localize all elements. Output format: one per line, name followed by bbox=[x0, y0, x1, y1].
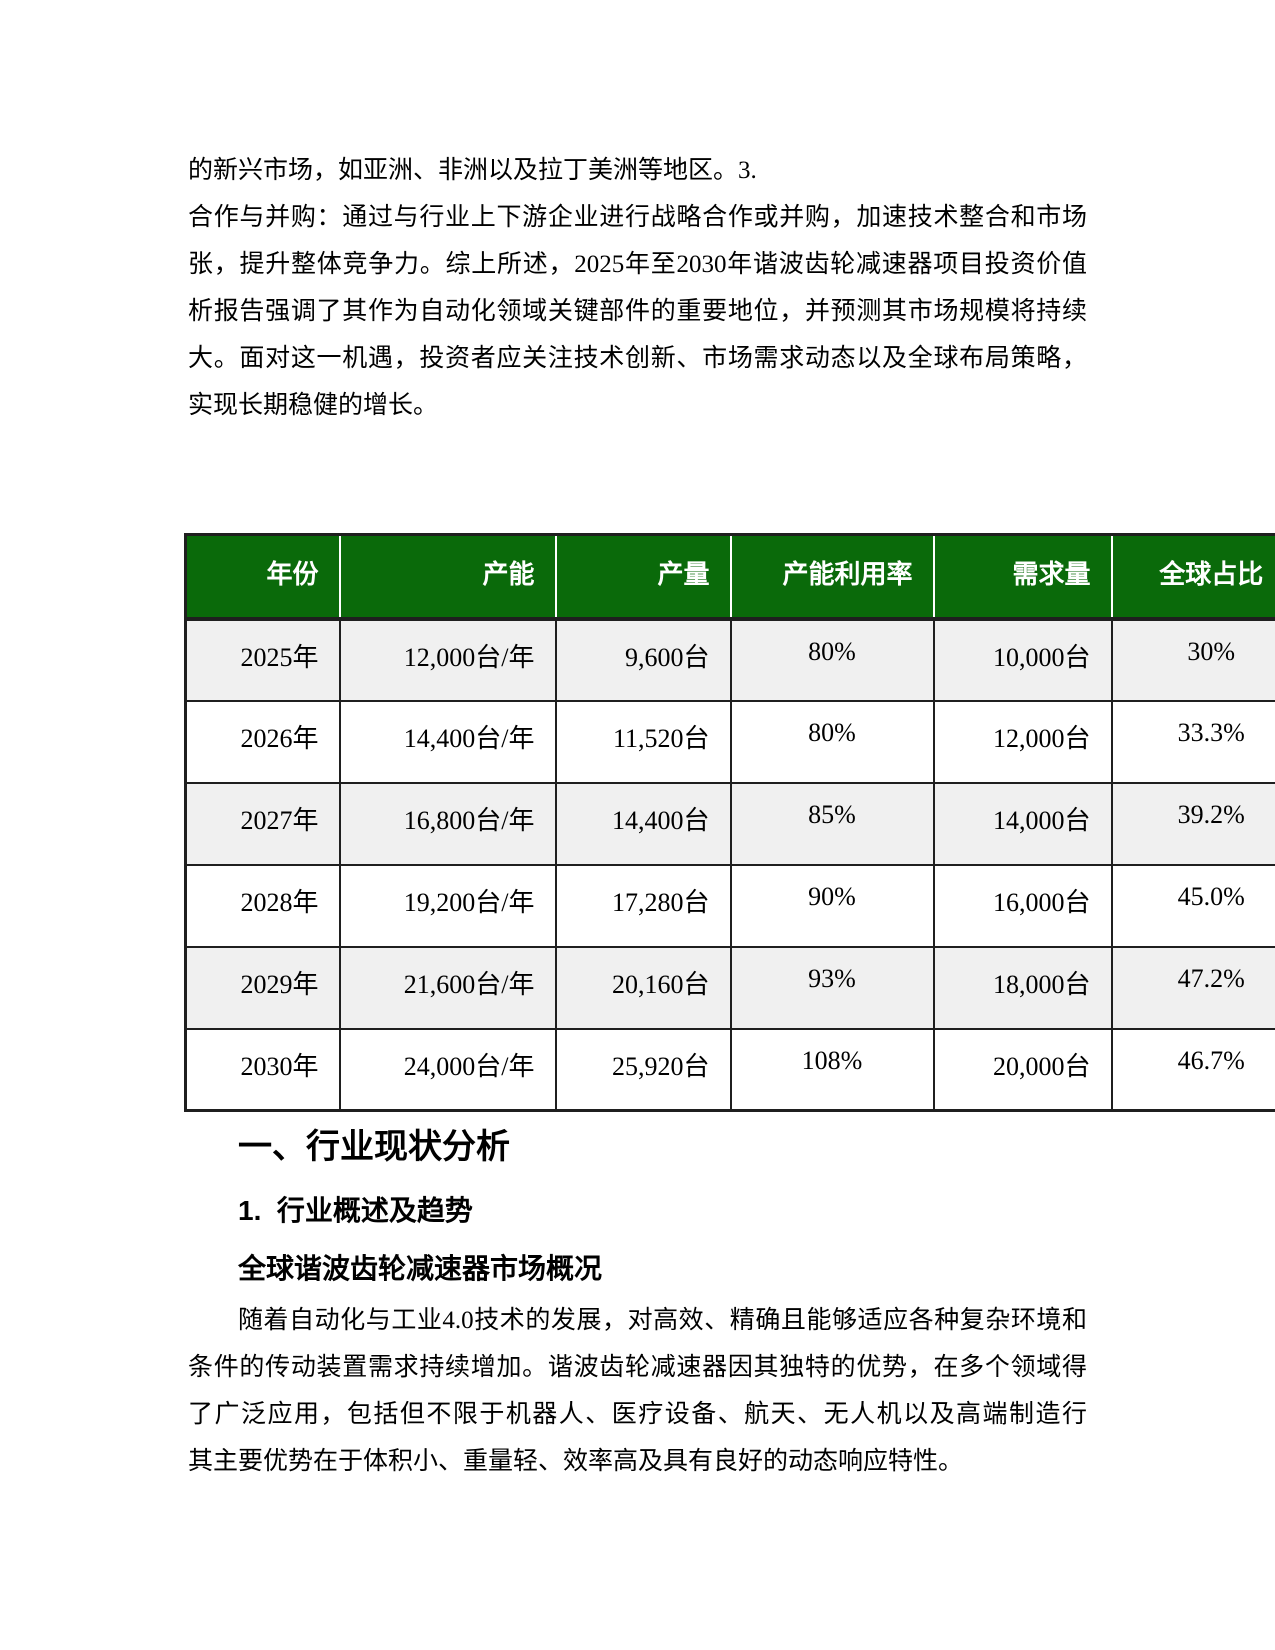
table-cell: 20,000台 bbox=[932, 1027, 1113, 1112]
table-header-row: 年份 产能 产量 产能利用率 需求量 全球占比 bbox=[184, 534, 1275, 621]
text-line: 其主要优势在于体积小、重量轻、效率高及具有良好的动态响应特性。 bbox=[188, 1448, 964, 1475]
table-cell: 14,400台/年 bbox=[338, 699, 557, 784]
section-heading-level3: 全球谐波齿轮减速器市场概况 bbox=[238, 1253, 603, 1284]
capacity-forecast-table: 年份 产能 产量 产能利用率 需求量 全球占比 2025年 12,000台/年 … bbox=[184, 533, 1275, 1112]
section-heading-level2: 1. 行业概述及趋势 bbox=[238, 1195, 473, 1226]
column-header-year: 年份 bbox=[184, 534, 341, 621]
table-cell: 21,600台/年 bbox=[338, 945, 557, 1030]
table-cell: 80% bbox=[729, 617, 935, 702]
table-cell: 9,600台 bbox=[554, 617, 732, 702]
table-cell: 46.7% bbox=[1110, 1027, 1275, 1112]
table-cell: 2029年 bbox=[184, 945, 341, 1030]
table-cell: 24,000台/年 bbox=[338, 1027, 557, 1112]
table-cell: 2025年 bbox=[184, 617, 341, 702]
table-row: 2029年 21,600台/年 20,160台 93% 18,000台 47.2… bbox=[184, 945, 1275, 1030]
text-line: 张，提升整体竞争力。综上所述，2025年至2030年谐波齿轮减速器项目投资价值分 bbox=[188, 251, 1087, 278]
table-cell: 2030年 bbox=[184, 1027, 341, 1112]
table-cell: 85% bbox=[729, 781, 935, 866]
table-cell: 16,000台 bbox=[932, 863, 1113, 948]
table-row: 2025年 12,000台/年 9,600台 80% 10,000台 30% bbox=[184, 617, 1275, 702]
table-cell: 12,000台 bbox=[932, 699, 1113, 784]
column-header-global-share: 全球占比 bbox=[1110, 534, 1275, 621]
table-cell: 14,000台 bbox=[932, 781, 1113, 866]
table-cell: 19,200台/年 bbox=[338, 863, 557, 948]
text-line: 析报告强调了其作为自动化领域关键部件的重要地位，并预测其市场规模将持续扩 bbox=[188, 298, 1087, 325]
text-line: 实现长期稳健的增长。 bbox=[188, 392, 439, 419]
table-cell: 18,000台 bbox=[932, 945, 1113, 1030]
table-cell: 2027年 bbox=[184, 781, 341, 866]
table-cell: 17,280台 bbox=[554, 863, 732, 948]
table-cell: 80% bbox=[729, 699, 935, 784]
table-cell: 16,800台/年 bbox=[338, 781, 557, 866]
text-line: 条件的传动装置需求持续增加。谐波齿轮减速器因其独特的优势，在多个领域得到 bbox=[188, 1354, 1087, 1381]
text-line: 了广泛应用，包括但不限于机器人、医疗设备、航天、无人机以及高端制造行业。 bbox=[188, 1401, 1087, 1428]
table-cell: 14,400台 bbox=[554, 781, 732, 866]
table-cell: 90% bbox=[729, 863, 935, 948]
text-line: 大。面对这一机遇，投资者应关注技术创新、市场需求动态以及全球布局策略，以 bbox=[188, 345, 1087, 372]
section-heading-level1: 一、行业现状分析 bbox=[238, 1128, 510, 1166]
table-cell: 2028年 bbox=[184, 863, 341, 948]
column-header-capacity: 产能 bbox=[338, 534, 557, 621]
column-header-output: 产量 bbox=[554, 534, 732, 621]
table-cell: 39.2% bbox=[1110, 781, 1275, 866]
column-header-utilization: 产能利用率 bbox=[729, 534, 935, 621]
text-line: 随着自动化与工业4.0技术的发展，对高效、精确且能够适应各种复杂环境和 bbox=[238, 1307, 1087, 1334]
table-cell: 25,920台 bbox=[554, 1027, 732, 1112]
table-cell: 93% bbox=[729, 945, 935, 1030]
table-cell: 33.3% bbox=[1110, 699, 1275, 784]
table-row: 2030年 24,000台/年 25,920台 108% 20,000台 46.… bbox=[184, 1027, 1275, 1112]
table-cell: 108% bbox=[729, 1027, 935, 1112]
table-cell: 12,000台/年 bbox=[338, 617, 557, 702]
text-line: 合作与并购：通过与行业上下游企业进行战略合作或并购，加速技术整合和市场扩 bbox=[188, 204, 1087, 231]
table-cell: 10,000台 bbox=[932, 617, 1113, 702]
table-cell: 2026年 bbox=[184, 699, 341, 784]
table-cell: 20,160台 bbox=[554, 945, 732, 1030]
overview-paragraph: 随着自动化与工业4.0技术的发展，对高效、精确且能够适应各种复杂环境和 条件的传… bbox=[188, 1297, 1087, 1485]
table-cell: 11,520台 bbox=[554, 699, 732, 784]
column-header-demand: 需求量 bbox=[932, 534, 1113, 621]
table-cell: 47.2% bbox=[1110, 945, 1275, 1030]
intro-paragraph: 的新兴市场，如亚洲、非洲以及拉丁美洲等地区。3. 合作与并购：通过与行业上下游企… bbox=[188, 147, 1087, 429]
table-row: 2026年 14,400台/年 11,520台 80% 12,000台 33.3… bbox=[184, 699, 1275, 784]
table-cell: 45.0% bbox=[1110, 863, 1275, 948]
table-row: 2027年 16,800台/年 14,400台 85% 14,000台 39.2… bbox=[184, 781, 1275, 866]
table-cell: 30% bbox=[1110, 617, 1275, 702]
text-line: 的新兴市场，如亚洲、非洲以及拉丁美洲等地区。3. bbox=[188, 157, 757, 184]
table-row: 2028年 19,200台/年 17,280台 90% 16,000台 45.0… bbox=[184, 863, 1275, 948]
